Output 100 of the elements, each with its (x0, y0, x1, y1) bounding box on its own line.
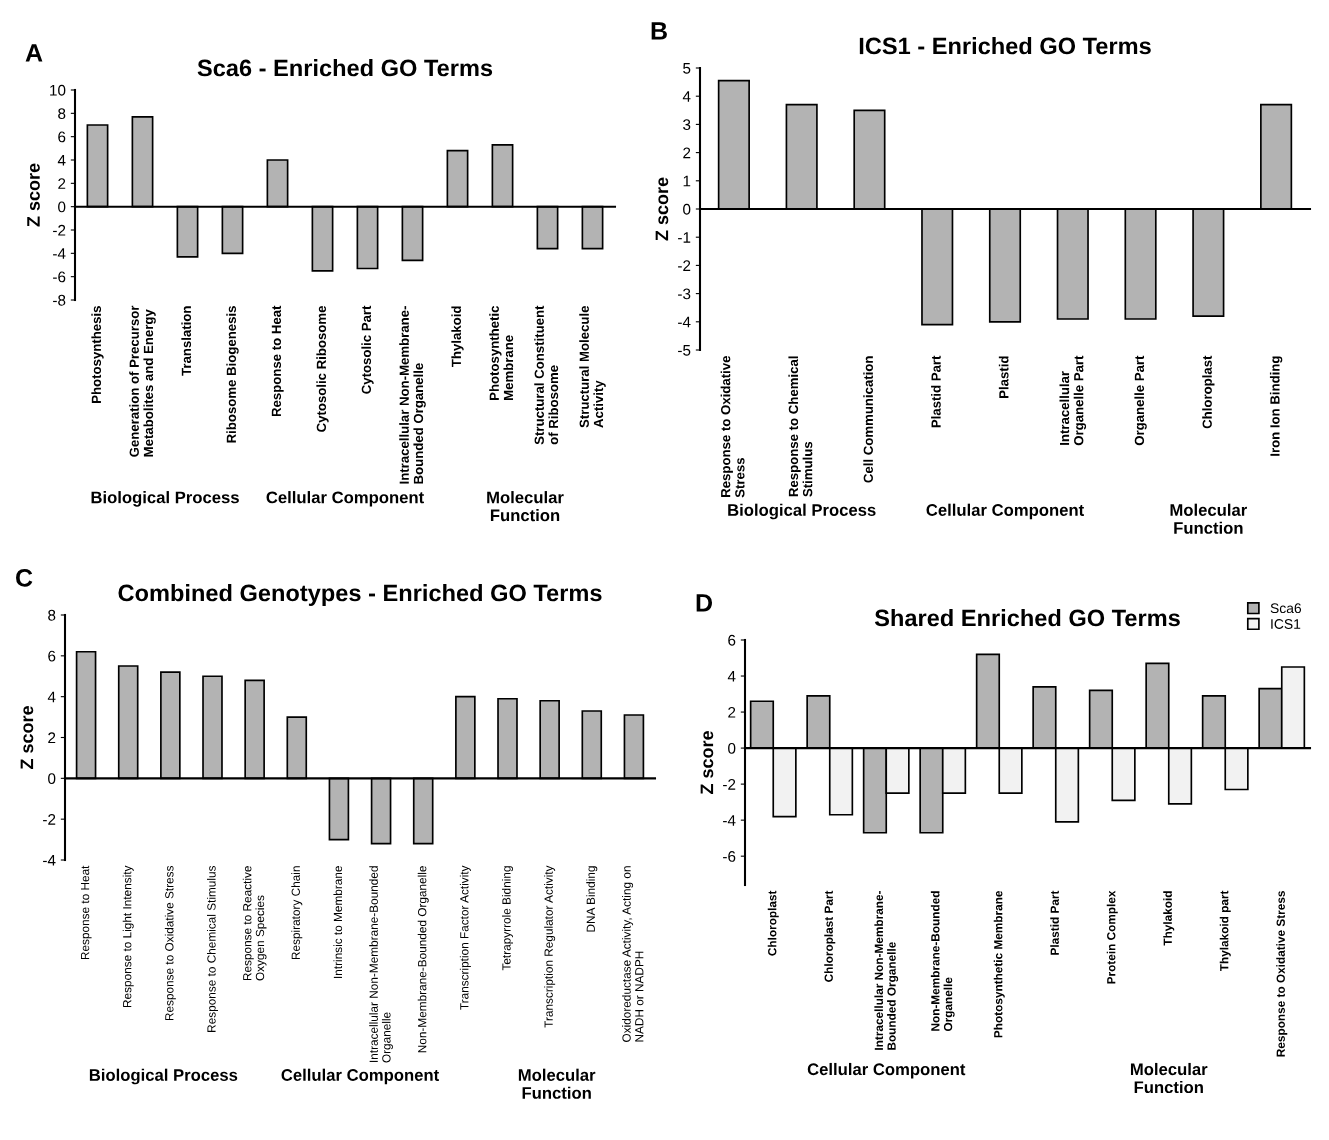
chart-title: ICS1 - Enriched GO Terms (859, 37, 1151, 55)
y-axis-title: Z score (700, 731, 714, 795)
text: D (696, 594, 712, 612)
x-tick-label: Plastid (998, 356, 1009, 398)
y-tick-label: -4 (53, 248, 66, 259)
y-tick-label: 3 (683, 119, 691, 131)
y-tick-label: -1 (678, 232, 691, 243)
y-tick-label: 8 (58, 108, 66, 120)
y-tick-label: 0 (48, 773, 56, 785)
x-tick-label: Tetrapyrrole Bidning (502, 866, 513, 971)
chart-title: Shared Enriched GO Terms (874, 609, 1180, 627)
y-tick-label: -6 (723, 851, 736, 862)
y-tick-label: -8 (53, 294, 66, 306)
text: A (25, 44, 43, 62)
y-tick-label: -3 (678, 288, 691, 300)
y-tick-label: 2 (58, 178, 66, 189)
x-tick-label: Generation of Precursor Metabolites and Energy (129, 305, 156, 457)
x-tick-label: Non-Membrane-Bounded Organelle (417, 866, 429, 1053)
y-tick-label: -5 (678, 345, 691, 356)
x-tick-label: Respiratory Chain (291, 866, 303, 960)
y-tick-label: 1 (683, 175, 691, 187)
x-tick-label: Response to Light Intensity (122, 865, 134, 1007)
y-tick-label: -2 (53, 224, 66, 236)
text: Biological Process (728, 503, 876, 520)
y-tick-label: 6 (48, 650, 56, 662)
x-tick-label: Response to Oxidative Stress (164, 865, 176, 1021)
x-tick-label: Thylakoid (1163, 891, 1175, 946)
x-tick-label: Organelle Part (1134, 355, 1147, 446)
x-tick-label: Non-Membrane-Bounded Organelle (930, 891, 955, 1032)
text: Cellular Component (266, 491, 424, 507)
legend-label: Sca6 (1270, 603, 1302, 614)
y-tick-label: 4 (57, 155, 66, 166)
y-axis-title: Z score (27, 163, 40, 227)
chart-title: Combined Genotypes - Enriched GO Terms (118, 584, 602, 607)
x-tick-label: Intracellular Organelle Part (1059, 355, 1087, 446)
x-tick-label: Photosynthetic Membrane (993, 890, 1005, 1038)
y-tick-label: 5 (683, 63, 691, 74)
y-tick-label: 4 (47, 691, 56, 703)
text: Biological Process (89, 1068, 238, 1085)
y-tick-label: 0 (683, 203, 691, 215)
text: Molecular Function (518, 1068, 596, 1099)
x-tick-label: Translation (181, 306, 192, 376)
x-tick-label: Response to Oxidative Stress (720, 355, 745, 498)
text: Molecular Function (1170, 503, 1247, 534)
y-tick-label: 4 (682, 91, 691, 102)
x-tick-label: Cytosolic Ribosome (316, 306, 329, 432)
x-tick-label: Photosynthetic Membrane (489, 305, 514, 400)
x-tick-label: Plastid Part (1050, 890, 1059, 955)
x-tick-label: Response to Reactive Oxygen Species (242, 866, 267, 981)
x-tick-label: Protein Complex (1106, 890, 1118, 984)
x-tick-label: Transcription Regulator Activity (544, 865, 556, 1028)
x-tick-label: Intracellular Non-Membrane-Bounded Organelle (369, 866, 393, 1063)
y-tick-label: -2 (678, 260, 691, 271)
x-tick-label: Ribosome Biogenesis (226, 306, 239, 443)
text: Cellular Component (807, 1062, 966, 1079)
x-tick-label: Response to Heat (81, 865, 92, 960)
y-tick-label: -4 (678, 316, 691, 328)
y-tick-label: 2 (48, 732, 56, 744)
x-tick-label: Thylakoid (451, 306, 464, 367)
y-tick-label: -4 (43, 855, 56, 866)
x-tick-label: Response to Chemical Stimulus (207, 865, 218, 1032)
x-tick-label: DNA Binding (586, 866, 598, 932)
y-axis-title: Z score (655, 177, 669, 241)
y-tick-label: 2 (683, 147, 691, 159)
text: Biological Process (91, 491, 239, 507)
x-tick-label: Structural Constituent of Ribosome (534, 305, 559, 445)
x-tick-label: Intracellular Non-Membrane- Bounded Organelle (399, 306, 426, 484)
text: Molecular Function (1130, 1062, 1208, 1094)
x-tick-label: Cytosolic Part (361, 305, 374, 394)
y-tick-label: 6 (728, 634, 736, 646)
y-tick-label: 10 (50, 84, 66, 96)
text: Cellular Component (281, 1068, 439, 1085)
x-tick-label: Intracellular Non-Membrane- Bounded Organelle (874, 891, 899, 1050)
x-tick-label: Transcription Factor Activity (459, 865, 471, 1010)
y-tick-label: 6 (58, 131, 66, 143)
chart-title: Sca6 - Enriched GO Terms (197, 59, 493, 77)
text: C (16, 569, 33, 587)
text: B (651, 22, 667, 40)
x-tick-label: Oxidoreductase Activity, Acting on NADH or NADPH (622, 866, 644, 1042)
y-tick-label: 0 (58, 201, 66, 213)
text: Molecular Function (487, 491, 564, 522)
x-tick-label: Intrinsic to Membrane (333, 866, 343, 978)
x-tick-label: Response to Chemical Stimulus (788, 356, 813, 497)
y-tick-label: -6 (53, 271, 66, 283)
legend-label: ICS1 (1271, 619, 1301, 629)
x-tick-label: Response to Oxidative Stress (1276, 891, 1288, 1057)
x-tick-label: Plastid Part (931, 355, 941, 428)
x-tick-label: Iron Ion Binding (1269, 356, 1283, 456)
x-tick-label: Chloroplast (1202, 355, 1215, 429)
x-tick-label: Cell Communication (863, 356, 873, 483)
y-tick-label: 2 (728, 706, 736, 718)
x-tick-label: Photosynthesis (91, 306, 104, 403)
text: Cellular Component (926, 503, 1084, 520)
x-tick-label: Response to Heat (271, 305, 284, 417)
y-tick-label: 0 (728, 742, 736, 754)
y-axis-title: Z score (20, 706, 34, 770)
y-tick-label: -2 (43, 814, 56, 825)
x-tick-label: Chloroplast Part (824, 890, 836, 982)
y-tick-label: 8 (48, 609, 56, 621)
x-tick-label: Chloroplast (767, 890, 779, 956)
